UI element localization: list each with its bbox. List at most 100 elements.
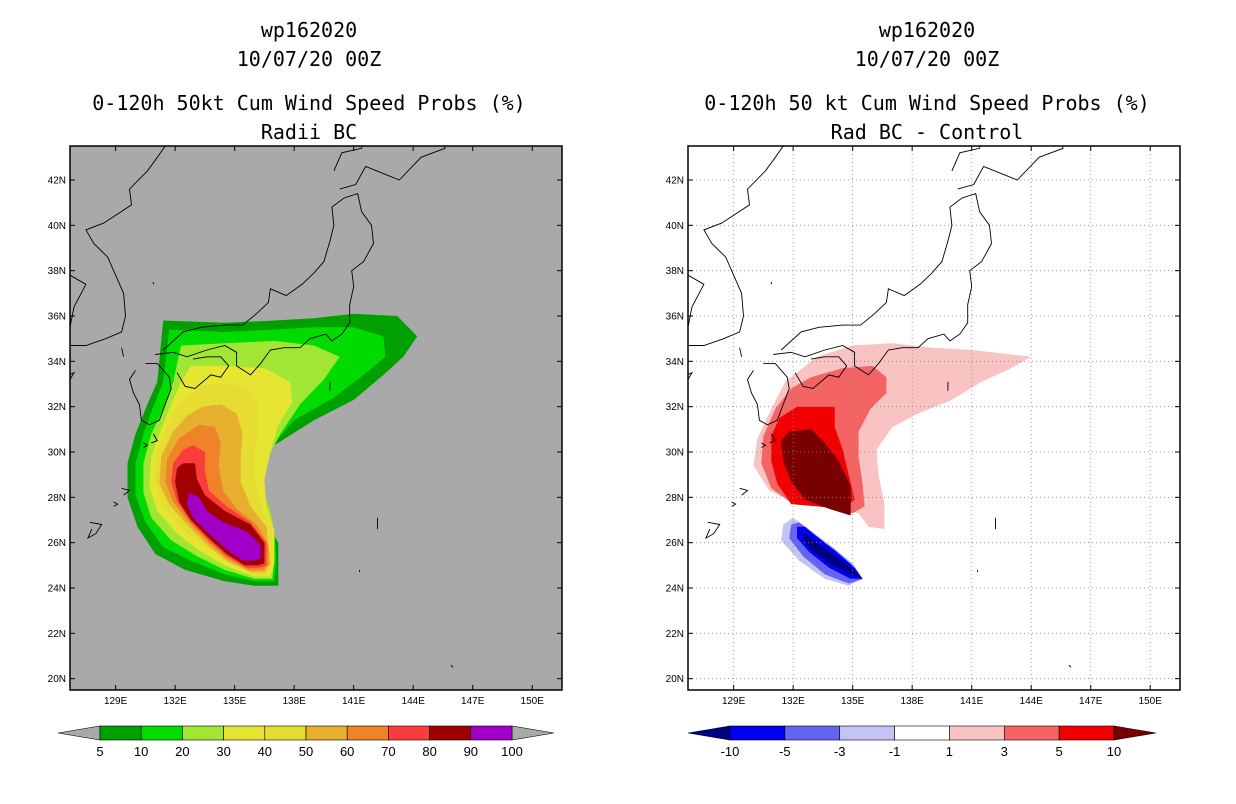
coastline-tanegashima [769,433,776,444]
x-tick-label: 135E [841,696,865,707]
colorbar-label: 90 [464,744,478,759]
coastline-yakushima [761,442,767,448]
left-title-line-1: wp162020 [261,18,357,42]
coastline-tsushima [739,347,743,357]
colorbar-label: 80 [422,744,436,759]
colorbar-label: 50 [299,744,313,759]
right-title-line-1: wp162020 [879,18,975,42]
coastlines [660,146,1072,668]
right-title-line-3: 0-120h 50 kt Cum Wind Speed Probs (%) [704,91,1150,115]
colorbar-swatch [346,725,389,741]
x-tick-label: 144E [1020,696,1044,707]
colorbar-label: -10 [721,744,740,759]
x-tick-label: 144E [402,696,426,707]
coastline-kyushu [129,363,172,426]
coastline-yakushima [143,442,149,448]
colorbar-label: 10 [1107,744,1121,759]
colorbar-over-arrow [1113,725,1157,741]
coastline-shikoku [794,356,848,389]
coastline-korea [70,146,166,346]
coastline-korea [688,146,784,346]
y-tick-label: 34N [666,357,684,368]
colorbar-swatch [99,725,142,741]
colorbar-label: -1 [889,744,901,759]
colorbar-swatch [264,725,307,741]
contour-fill-neg10 [803,533,863,579]
colorbar-label: 20 [175,744,189,759]
y-tick-label: 36N [48,312,66,323]
y-tick-label: 32N [48,402,66,413]
colorbar-swatch [223,725,266,741]
coastline-hokkaido [951,146,1064,190]
coastline-tsushima [121,347,125,357]
map-contents [42,146,454,668]
coastline-jeju [688,371,694,380]
left-title-line-4: Radii BC [261,120,357,144]
y-tick-label: 22N [48,629,66,640]
coastline-tanegashima [151,433,158,444]
coastline-tokunoshima [731,501,737,507]
coastline-minamitorishima [450,664,454,668]
colorbar-swatch [140,725,183,741]
colorbar-label: 5 [96,744,103,759]
y-tick-label: 24N [666,584,684,595]
y-tick-label: 28N [48,493,66,504]
contour-fill-100 [187,492,261,561]
colorbar-label: 5 [1056,744,1063,759]
colorbar-swatch [470,725,513,741]
coastline-shikoku [176,356,230,389]
colorbar-swatch [305,725,348,741]
colorbar-swatch [729,725,786,741]
x-tick-label: 150E [1139,696,1163,707]
y-tick-label: 34N [48,357,66,368]
y-tick-label: 22N [666,629,684,640]
y-tick-label: 38N [48,266,66,277]
y-tick-label: 24N [48,584,66,595]
y-tick-label: 30N [48,448,66,459]
coastline-korea-west [688,274,705,328]
colorbar-swatch [1058,725,1115,741]
colorbar-label: 30 [216,744,230,759]
x-tick-label: 129E [722,696,746,707]
colorbar-swatch [894,725,950,741]
coastline-miyako [660,570,664,572]
coastline-tokunoshima [113,501,119,507]
x-tick-label: 138E [282,696,306,707]
colorbar-label: 70 [381,744,395,759]
left-title-line-3: 0-120h 50kt Cum Wind Speed Probs (%) [92,91,525,115]
x-tick-label: 129E [104,696,128,707]
coastline-hokkaido [333,146,446,190]
map-frame [69,145,563,691]
colorbar-swatch [388,725,430,741]
y-tick-label: 20N [48,674,66,685]
y-tick-label: 32N [666,402,684,413]
right-map-panel: 129E 132E 135E 138E 141E 144E 147E 150E 20N 22N 24… [660,145,1181,707]
coastline-miyako [42,570,46,572]
x-tick-label: 147E [1079,696,1103,707]
colorbar-label: 60 [340,744,354,759]
x-tick-label: 141E [960,696,984,707]
y-tick-label: 38N [666,266,684,277]
y-tick-label: 28N [666,493,684,504]
colorbar-label: 1 [946,744,953,759]
coastline-korea-west [70,274,87,328]
coastline-okinawa [704,521,721,540]
y-tick-label: 30N [666,448,684,459]
contour-fill-10 [781,429,851,516]
map-frame [687,145,1181,691]
colorbar-label: 3 [1001,744,1008,759]
x-tick-label: 132E [781,696,805,707]
x-tick-label: 147E [461,696,485,707]
right-title-line-4: Rad BC - Control [831,120,1024,144]
x-tick-label: 138E [900,696,924,707]
y-tick-label: 26N [666,538,684,549]
colorbar-swatch [949,725,1005,741]
colorbar-under-arrow [687,725,731,741]
y-tick-label: 36N [666,312,684,323]
y-tick-label: 42N [48,176,66,187]
y-tick-label: 40N [48,221,66,232]
left-title-line-2: 10/07/20 00Z [237,47,382,71]
left-colorbar: 5 10 20 30 40 50 60 70 80 90 100 [57,725,555,759]
